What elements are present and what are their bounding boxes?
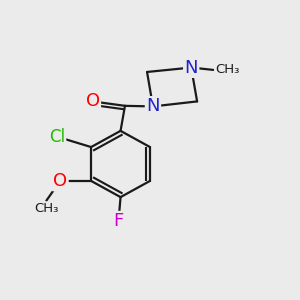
Text: Cl: Cl	[49, 128, 65, 146]
Text: O: O	[53, 172, 67, 190]
Text: CH₃: CH₃	[215, 63, 239, 76]
Text: CH₃: CH₃	[34, 202, 58, 215]
Text: N: N	[146, 98, 160, 116]
Text: F: F	[113, 212, 124, 230]
Text: O: O	[85, 92, 100, 110]
Text: N: N	[184, 58, 198, 76]
